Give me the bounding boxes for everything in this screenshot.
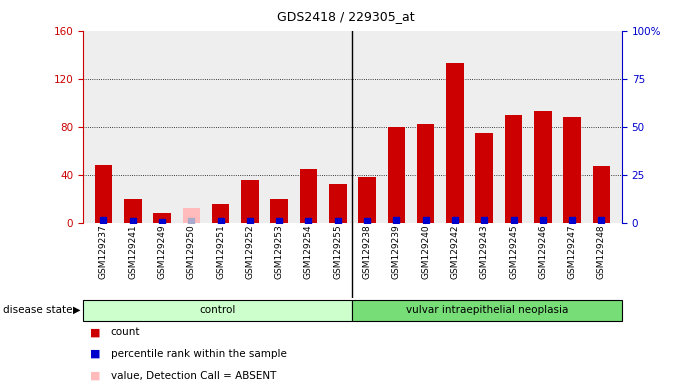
Text: ■: ■ <box>90 327 100 337</box>
Bar <box>358 177 376 223</box>
Text: GSM129245: GSM129245 <box>509 224 518 279</box>
Text: GDS2418 / 229305_at: GDS2418 / 229305_at <box>276 10 415 23</box>
Bar <box>329 184 347 223</box>
Text: GSM129250: GSM129250 <box>187 224 196 279</box>
Bar <box>212 204 229 223</box>
Text: GSM129248: GSM129248 <box>597 224 606 279</box>
Bar <box>534 111 551 223</box>
Text: GSM129255: GSM129255 <box>333 224 342 279</box>
Bar <box>352 300 622 321</box>
Bar <box>270 199 288 223</box>
Text: GSM129254: GSM129254 <box>304 224 313 279</box>
Text: disease state: disease state <box>3 305 73 315</box>
Text: count: count <box>111 327 140 337</box>
Text: GSM129243: GSM129243 <box>480 224 489 279</box>
Bar <box>83 300 352 321</box>
Bar <box>153 213 171 223</box>
Text: GSM129249: GSM129249 <box>158 224 167 279</box>
Text: GSM129251: GSM129251 <box>216 224 225 279</box>
Bar <box>300 169 317 223</box>
Bar <box>446 63 464 223</box>
Text: GSM129241: GSM129241 <box>129 224 138 279</box>
Bar <box>388 127 405 223</box>
Bar <box>241 180 258 223</box>
Bar <box>182 208 200 223</box>
Text: ■: ■ <box>90 349 100 359</box>
Bar <box>417 124 435 223</box>
Text: GSM129239: GSM129239 <box>392 224 401 279</box>
Bar <box>504 115 522 223</box>
Text: GSM129252: GSM129252 <box>245 224 254 279</box>
Text: GSM129253: GSM129253 <box>275 224 284 279</box>
Bar <box>124 199 142 223</box>
Text: GSM129246: GSM129246 <box>538 224 547 279</box>
Bar <box>475 133 493 223</box>
Text: GSM129240: GSM129240 <box>421 224 430 279</box>
Text: percentile rank within the sample: percentile rank within the sample <box>111 349 287 359</box>
Text: GSM129238: GSM129238 <box>363 224 372 279</box>
Text: control: control <box>200 305 236 315</box>
Bar <box>563 117 581 223</box>
Text: vulvar intraepithelial neoplasia: vulvar intraepithelial neoplasia <box>406 305 568 315</box>
Bar <box>593 166 610 223</box>
Text: GSM129242: GSM129242 <box>451 224 460 279</box>
Text: ■: ■ <box>90 371 100 381</box>
Text: GSM129247: GSM129247 <box>567 224 576 279</box>
Text: ▶: ▶ <box>73 305 80 315</box>
Text: value, Detection Call = ABSENT: value, Detection Call = ABSENT <box>111 371 276 381</box>
Bar <box>95 165 112 223</box>
Text: GSM129237: GSM129237 <box>99 224 108 279</box>
